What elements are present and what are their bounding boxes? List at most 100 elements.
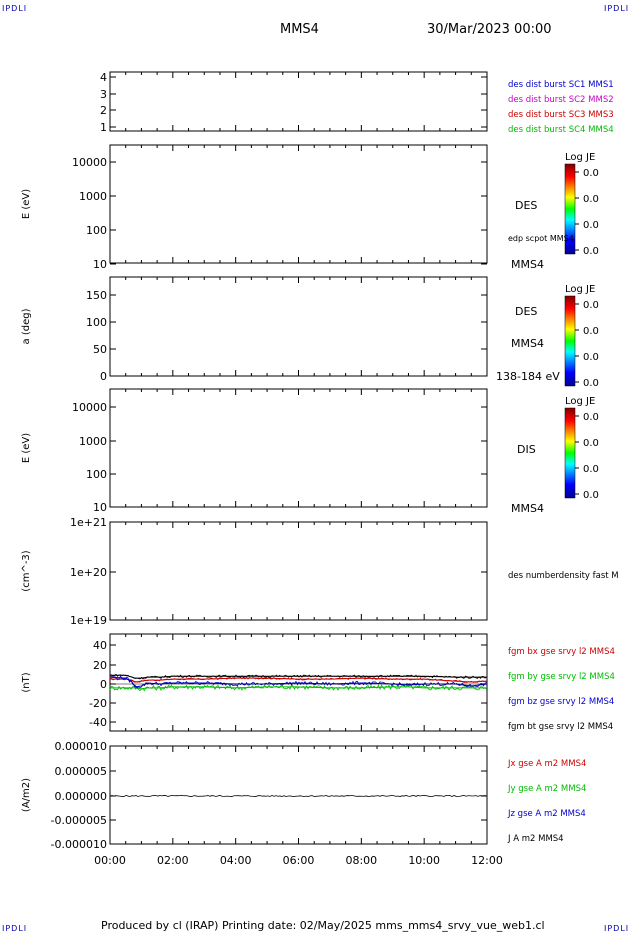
panel-frame-2 xyxy=(109,144,488,264)
colorbar-tick-label: 0.0 xyxy=(583,220,599,231)
colorbar-tick-label: 0.0 xyxy=(583,194,599,205)
y-axis-label: a (deg) xyxy=(21,308,32,344)
y-tick-label: -40 xyxy=(89,716,107,729)
corner-bl: IPDLI xyxy=(2,924,28,933)
colorbar-tick-label: 0.0 xyxy=(583,300,599,311)
colorbar-tick-label: 0.0 xyxy=(583,246,599,257)
y-tick-label: 0 xyxy=(100,678,107,691)
x-tick-label: 04:00 xyxy=(220,854,252,867)
series-noise-3 xyxy=(109,675,487,689)
y-tick-label: 10000 xyxy=(72,156,107,169)
y-tick-label: 40 xyxy=(93,639,107,652)
y-axis-label: (nT) xyxy=(21,672,32,692)
y-tick-label: 4 xyxy=(100,71,107,84)
colorbar-tick-label: 0.0 xyxy=(583,464,599,475)
y-tick-label: 0 xyxy=(100,370,107,383)
colorbar-tick-label: 0.0 xyxy=(583,326,599,337)
y-tick-label: -20 xyxy=(89,697,107,710)
annot-mms4: MMS4 xyxy=(511,258,544,271)
annot-edp-scpot: edp scpot MMS4 xyxy=(508,234,574,243)
annot-dis: DIS xyxy=(517,443,536,456)
y-tick-label: 1e+21 xyxy=(70,516,107,529)
colorbar xyxy=(564,295,576,387)
x-tick-label: 02:00 xyxy=(157,854,189,867)
legend-entry: des dist burst SC4 MMS4 xyxy=(508,125,614,135)
annot-mms4: MMS4 xyxy=(511,502,544,515)
y-tick-label: 0.000000 xyxy=(55,790,108,803)
y-tick-label: 1000 xyxy=(79,435,107,448)
annot-des: DES xyxy=(515,305,537,318)
y-tick-label: 10000 xyxy=(72,401,107,414)
y-tick-label: 100 xyxy=(86,224,107,237)
legend-entry: fgm by gse srvy l2 MMS4 xyxy=(508,672,615,682)
colorbar-tick-label: 0.0 xyxy=(583,412,599,423)
y-tick-label: 1e+20 xyxy=(70,566,107,579)
panel-frame-3 xyxy=(109,276,488,377)
colorbar-tick-label: 0.0 xyxy=(583,378,599,389)
y-axis-label: (A/m2) xyxy=(21,778,32,812)
series-noise-2 xyxy=(109,684,487,692)
colorbar-title: Log JE xyxy=(565,284,595,295)
y-tick-label: 100 xyxy=(86,468,107,481)
series-noise-1 xyxy=(109,676,487,683)
corner-br: IPDLI xyxy=(604,924,630,933)
y-tick-label: -0.000005 xyxy=(51,814,107,827)
colorbar-tick-label: 0.0 xyxy=(583,438,599,449)
panel-frame-4 xyxy=(109,388,488,508)
legend-entry: fgm bt gse srvy l2 MMS4 xyxy=(508,722,613,732)
y-tick-label: 100 xyxy=(86,316,107,329)
header-date: 30/Mar/2023 00:00 xyxy=(427,22,552,37)
series-noise-4 xyxy=(109,673,487,680)
colorbar xyxy=(564,407,576,499)
y-tick-label: 20 xyxy=(93,659,107,672)
y-tick-label: 0.000005 xyxy=(55,765,108,778)
legend-entry: Jy gse A m2 MMS4 xyxy=(507,784,586,794)
y-tick-label: 0.000010 xyxy=(55,740,108,753)
legend-entry: J A m2 MMS4 xyxy=(507,834,564,844)
header-spacecraft: MMS4 xyxy=(280,22,319,37)
y-tick-label: 1e+19 xyxy=(70,614,107,627)
annot-mms4: MMS4 xyxy=(511,337,544,350)
corner-tr: IPDLI xyxy=(604,4,630,13)
legend-entry: Jx gse A m2 MMS4 xyxy=(507,759,586,769)
y-tick-label: -0.000010 xyxy=(51,838,107,851)
colorbar-tick-label: 0.0 xyxy=(583,168,599,179)
x-tick-label: 08:00 xyxy=(345,854,377,867)
y-axis-label: (cm^-3) xyxy=(21,550,32,591)
colorbar-tick-label: 0.0 xyxy=(583,490,599,501)
panel-frame-7 xyxy=(109,745,488,845)
colorbar-title: Log JE xyxy=(565,396,595,407)
legend-entry: fgm bx gse srvy l2 MMS4 xyxy=(508,647,615,657)
colorbar xyxy=(564,163,576,255)
y-tick-label: 1 xyxy=(100,121,107,134)
x-tick-label: 06:00 xyxy=(283,854,315,867)
x-tick-label: 10:00 xyxy=(408,854,440,867)
y-axis-label: E (eV) xyxy=(21,189,32,219)
legend-entry: des dist burst SC1 MMS1 xyxy=(508,80,614,90)
y-tick-label: 2 xyxy=(100,104,107,117)
y-axis-label: E (eV) xyxy=(21,433,32,463)
annot-density: des numberdensity fast M xyxy=(508,571,619,581)
footer-text: Produced by cl (IRAP) Printing date: 02/… xyxy=(101,919,545,932)
corner-tl: IPDLI xyxy=(2,4,28,13)
legend-entry: des dist burst SC2 MMS2 xyxy=(508,95,614,105)
colorbar-title: Log JE xyxy=(565,152,595,163)
legend-entry: fgm bz gse srvy l2 MMS4 xyxy=(508,697,614,707)
y-tick-label: 1000 xyxy=(79,190,107,203)
y-tick-label: 10 xyxy=(93,258,107,271)
x-tick-label: 00:00 xyxy=(94,854,126,867)
annot-des: DES xyxy=(515,199,537,212)
panel-frame-1 xyxy=(109,71,488,132)
y-tick-label: 150 xyxy=(86,289,107,302)
annot-energy-range: 138-184 eV xyxy=(496,370,560,383)
legend-entry: Jz gse A m2 MMS4 xyxy=(507,809,586,819)
colorbar-tick-label: 0.0 xyxy=(583,352,599,363)
panel-frame-5 xyxy=(109,521,488,621)
y-tick-label: 10 xyxy=(93,501,107,514)
y-tick-label: 3 xyxy=(100,88,107,101)
legend-entry: des dist burst SC3 MMS3 xyxy=(508,110,614,120)
y-tick-label: 50 xyxy=(93,343,107,356)
series-current xyxy=(109,794,487,798)
x-tick-label: 12:00 xyxy=(471,854,503,867)
